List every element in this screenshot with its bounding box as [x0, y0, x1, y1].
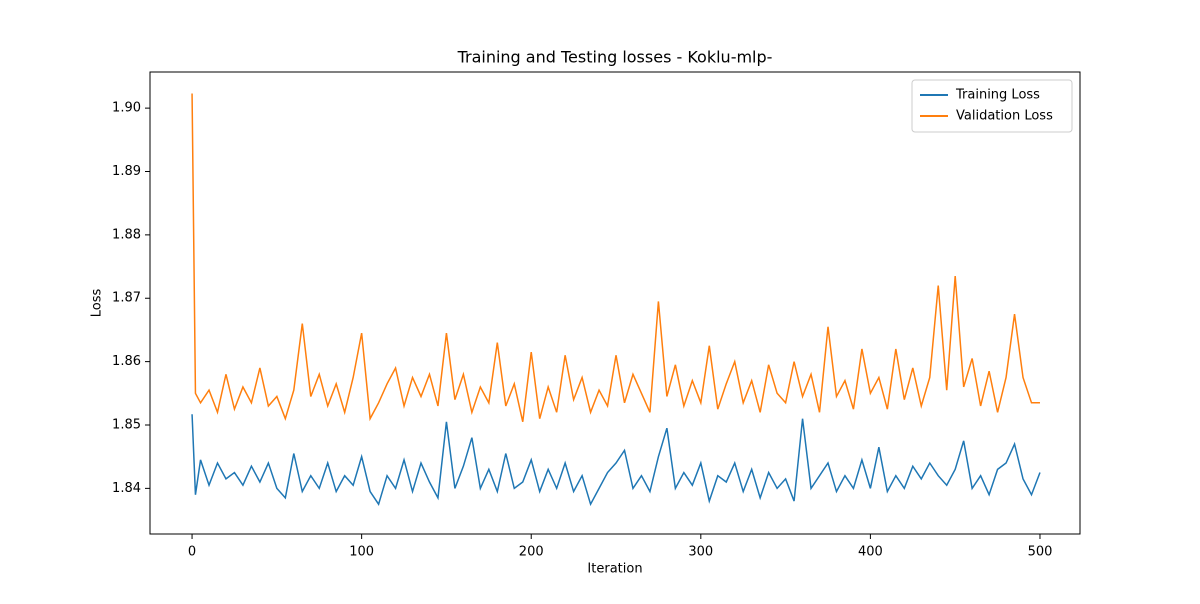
- y-tick-label: 1.84: [112, 481, 141, 496]
- x-tick-label: 200: [519, 545, 544, 560]
- line-series: [191, 93, 1040, 422]
- line-series: [191, 414, 1041, 507]
- y-tick-label: 1.86: [112, 354, 141, 369]
- x-tick-label: 300: [688, 545, 713, 560]
- x-tick-label: 0: [188, 545, 196, 560]
- x-tick-label: 400: [858, 545, 883, 560]
- x-tick-label: 500: [1028, 545, 1053, 560]
- legend-label: Training Loss: [955, 88, 1040, 103]
- y-tick-label: 1.87: [112, 291, 141, 306]
- legend-label: Validation Loss: [956, 109, 1053, 124]
- y-tick-label: 1.85: [112, 417, 141, 432]
- x-axis-label: Iteration: [587, 562, 642, 577]
- y-tick-label: 1.88: [112, 227, 141, 242]
- x-tick-label: 100: [349, 545, 374, 560]
- y-tick-label: 1.89: [112, 164, 141, 179]
- legend-box: [911, 79, 1073, 133]
- y-tick-label: 1.90: [112, 101, 141, 116]
- plot-frame: [149, 71, 1081, 535]
- chart-title: Training and Testing losses - Koklu-mlp-: [457, 48, 773, 67]
- y-axis-label: Loss: [90, 289, 105, 318]
